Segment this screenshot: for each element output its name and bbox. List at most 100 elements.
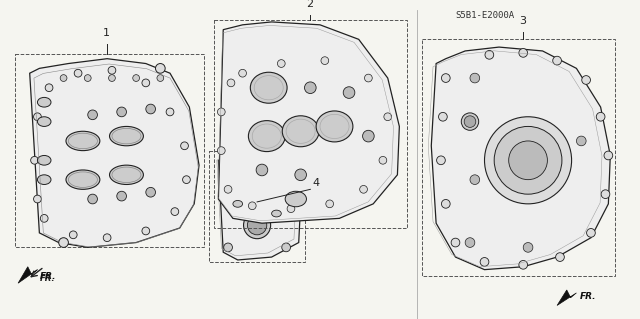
Circle shape [519,260,527,269]
Circle shape [282,243,291,252]
Circle shape [146,187,156,197]
Ellipse shape [248,215,267,235]
Circle shape [343,87,355,98]
Circle shape [363,130,374,142]
Circle shape [596,112,605,121]
Ellipse shape [250,72,287,103]
Circle shape [227,170,236,179]
Circle shape [45,84,53,92]
Circle shape [326,200,333,208]
Circle shape [88,194,97,204]
Circle shape [40,214,48,222]
Bar [209,151,305,262]
Circle shape [442,74,450,82]
Ellipse shape [66,170,100,189]
Ellipse shape [464,116,476,127]
Circle shape [218,108,225,116]
Polygon shape [218,155,301,260]
Circle shape [470,73,479,83]
Circle shape [438,112,447,121]
Ellipse shape [109,165,143,184]
Circle shape [33,113,42,121]
Circle shape [116,107,127,117]
Circle shape [156,63,165,73]
Ellipse shape [109,126,143,146]
Ellipse shape [233,200,243,207]
Ellipse shape [461,113,479,130]
Ellipse shape [37,175,51,184]
Circle shape [84,75,91,81]
Polygon shape [29,59,199,248]
Ellipse shape [271,210,282,217]
Circle shape [59,238,68,248]
Circle shape [227,79,235,87]
Circle shape [524,242,533,252]
Circle shape [224,243,232,252]
Circle shape [146,104,156,114]
Circle shape [321,57,329,64]
Ellipse shape [66,131,100,151]
Ellipse shape [282,116,319,147]
Circle shape [132,75,140,81]
Text: 2: 2 [307,0,314,9]
Circle shape [33,195,42,203]
Text: 3: 3 [519,16,526,26]
Circle shape [587,228,595,237]
Polygon shape [18,267,37,283]
Circle shape [109,75,115,81]
Circle shape [180,142,188,150]
Circle shape [384,113,392,121]
Circle shape [60,75,67,81]
Circle shape [157,75,164,81]
Ellipse shape [494,126,562,194]
Circle shape [553,56,561,65]
Circle shape [465,238,475,248]
Circle shape [470,175,479,184]
Circle shape [480,257,489,266]
Circle shape [74,69,82,77]
Circle shape [218,147,225,154]
Circle shape [142,79,150,87]
Ellipse shape [37,97,51,107]
Circle shape [577,136,586,146]
Circle shape [442,199,450,208]
Circle shape [556,253,564,262]
Circle shape [582,76,591,84]
Bar [214,20,407,228]
Polygon shape [557,290,577,306]
Circle shape [31,156,38,164]
Text: FR.: FR. [580,292,597,301]
Circle shape [282,170,291,179]
Circle shape [103,234,111,241]
Circle shape [171,208,179,215]
Circle shape [182,176,190,183]
Text: 4: 4 [312,178,319,189]
Circle shape [166,108,174,116]
Circle shape [604,151,612,160]
Text: FR.: FR. [40,272,56,281]
Ellipse shape [37,117,51,126]
Circle shape [248,202,256,210]
Circle shape [239,69,246,77]
Ellipse shape [316,111,353,142]
Bar [15,54,204,248]
Circle shape [360,185,367,193]
Text: FR.: FR. [40,274,55,283]
Circle shape [224,185,232,193]
Ellipse shape [285,191,307,207]
Circle shape [277,60,285,67]
Ellipse shape [244,211,271,239]
Circle shape [451,238,460,247]
Ellipse shape [509,141,547,180]
Circle shape [287,205,295,212]
Circle shape [88,110,97,120]
Circle shape [485,50,493,59]
Circle shape [436,156,445,165]
Circle shape [305,82,316,93]
Circle shape [365,74,372,82]
Ellipse shape [248,121,285,152]
Polygon shape [218,22,399,223]
Circle shape [519,48,527,57]
Circle shape [256,164,268,176]
Circle shape [116,191,127,201]
